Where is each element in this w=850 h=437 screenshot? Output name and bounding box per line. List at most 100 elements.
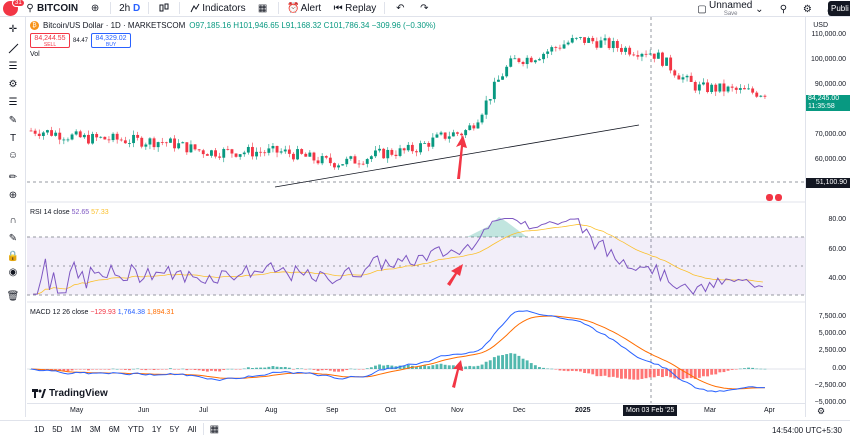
ruler-icon[interactable]: ✏ [8, 171, 18, 183]
macd-hist-bar [406, 364, 410, 369]
macd-hist-bar [492, 357, 496, 369]
candle-body [390, 149, 394, 155]
candles-group [29, 34, 767, 170]
time-label: Jul [199, 407, 208, 414]
replay-button[interactable]: ⏮ Replay [326, 0, 381, 17]
candle-body [620, 47, 623, 52]
time-axis[interactable]: May Jun Jul Aug Sep Oct Nov Dec 2025 Mon… [27, 403, 805, 417]
arrow-price [456, 135, 467, 179]
fib-icon[interactable]: ☰ [8, 96, 18, 108]
range-ytd[interactable]: YTD [127, 424, 144, 434]
macd-hist-bar [62, 369, 66, 372]
compare-button[interactable]: ⊕ [83, 0, 107, 17]
macd-hist-bar [87, 369, 90, 371]
candle-body [66, 139, 70, 141]
candle-body [353, 156, 357, 164]
range-all[interactable]: All [187, 424, 197, 434]
layout-icon: ▢ [697, 4, 707, 15]
macd-hist-bar [726, 369, 730, 371]
candle-body [599, 40, 603, 48]
clock[interactable]: 14:54:00 UTC+5:30 [771, 426, 842, 435]
publish-button[interactable]: Publi [828, 1, 850, 16]
macd-hist-bar [185, 369, 189, 371]
candle-body [275, 145, 279, 153]
trendline[interactable] [274, 124, 640, 188]
candle-body [509, 58, 513, 67]
divider [179, 2, 181, 14]
range-1d[interactable]: 1D [34, 424, 45, 434]
candle-body [300, 149, 304, 154]
calendar-icon[interactable]: ▦ [209, 423, 220, 435]
chart-type-button[interactable] [152, 0, 176, 17]
macd-title: MACD 12 26 close [30, 309, 89, 316]
range-6m[interactable]: 6M [108, 424, 120, 434]
macd-hist-bar [443, 364, 447, 369]
buy-button[interactable]: 84,329.02 BUY [91, 33, 132, 48]
macd-hist-bar [579, 369, 582, 372]
interval-selector[interactable]: 2h D [114, 0, 145, 17]
magnet-icon[interactable]: ∩ [9, 214, 17, 226]
price-scale[interactable]: USD 110,000.00 100,000.00 90,000.00 84,2… [805, 17, 850, 417]
lock-pen-icon[interactable]: ✎ [8, 232, 18, 244]
currency-label[interactable]: USD [813, 22, 828, 29]
candle-body [103, 136, 107, 140]
alert-button[interactable]: ⏰ Alert [282, 0, 327, 17]
macd-hist-bar [382, 365, 386, 369]
crosshair-icon[interactable]: ✛ [8, 23, 18, 35]
emoji-icon[interactable]: ☺ [7, 149, 19, 161]
macd-hist-bar [222, 369, 226, 370]
range-5y[interactable]: 5Y [169, 424, 180, 434]
macd-hist-bar [275, 366, 279, 369]
candle-body [320, 156, 324, 164]
macd-hist-bar [599, 369, 603, 377]
pane-controls[interactable] [766, 194, 782, 201]
last-price-tag: 84,245.00 11:35:58 [806, 95, 850, 111]
macd-hist-bar [324, 369, 328, 370]
macd-histogram [29, 353, 767, 380]
macd-hist-bar [656, 369, 660, 376]
horizontal-lines-icon[interactable]: ☰ [8, 60, 18, 72]
candle-body [644, 53, 648, 55]
symbol-search[interactable]: ⚲ BITCOIN [18, 0, 83, 17]
settings-gear-icon[interactable]: ⚙ [817, 406, 826, 416]
lock-icon[interactable]: 🔒 [6, 250, 20, 262]
eye-icon[interactable]: ◉ [8, 266, 18, 278]
macd-hist-bar [722, 369, 726, 373]
candle-body [369, 156, 373, 160]
range-1y[interactable]: 1Y [151, 424, 162, 434]
pitchfork-icon[interactable]: ⚙ [8, 78, 18, 90]
text-icon[interactable]: T [9, 132, 17, 144]
macd-legend: MACD 12 26 close −129.93 1,764.38 1,894.… [30, 309, 174, 316]
indicators-button[interactable]: Indicators [183, 0, 250, 17]
trendline-icon[interactable] [6, 41, 20, 55]
macd-hist-bar [263, 367, 267, 369]
macd-hist-bar [78, 369, 82, 370]
pane-control-icon[interactable] [775, 194, 782, 201]
rsi-ma-line [33, 223, 763, 295]
user-avatar[interactable]: 31 [3, 0, 25, 16]
trash-icon[interactable]: 🗑 [6, 290, 20, 302]
candle-body [308, 152, 312, 157]
candle-body [566, 42, 570, 45]
range-3m[interactable]: 3M [89, 424, 101, 434]
pane-control-icon[interactable] [766, 194, 773, 201]
sell-button[interactable]: 84,244.55 SELL [30, 33, 70, 48]
candle-body [164, 142, 168, 144]
candle-body [218, 156, 222, 158]
settings-button[interactable]: ⚙ [795, 1, 819, 18]
redo-button[interactable]: ↷ [412, 0, 436, 17]
volume-label[interactable]: Vol [30, 51, 40, 58]
plus-circle-icon: ⊕ [90, 2, 100, 14]
layout-menu[interactable]: ▢ Unnamed Save ⌄ [690, 0, 771, 18]
zoom-in-icon[interactable]: ⊕ [8, 189, 18, 201]
candle-body [304, 153, 308, 157]
chart-canvas[interactable] [27, 17, 805, 417]
range-1m[interactable]: 1M [70, 424, 82, 434]
divider [384, 2, 386, 14]
quick-search-button[interactable]: ⚲ [771, 1, 795, 18]
undo-button[interactable]: ↶ [388, 0, 412, 17]
macd-hist-bar [431, 365, 435, 369]
brush-icon[interactable]: ✎ [8, 114, 18, 126]
range-5d[interactable]: 5D [52, 424, 63, 434]
templates-button[interactable]: ▦ [251, 0, 275, 17]
